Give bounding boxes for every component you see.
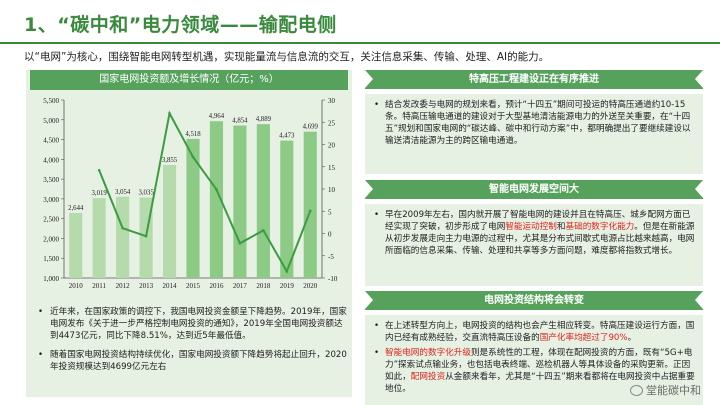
section-heading-uhv: 特高压工程建设正在有序推进 <box>365 70 703 89</box>
y-left-tick-label: 4,500 <box>43 137 59 145</box>
x-tick-label: 2011 <box>92 282 106 290</box>
growth-rate-line <box>98 110 312 274</box>
chart-notes: 近年来，在国家政策的调控下，我国电网投资金额呈下降趋势。2019年，国家电网发布… <box>36 306 348 379</box>
chart-bar <box>116 196 130 278</box>
y-left-tick-label: 5,000 <box>43 117 59 125</box>
y-left-tick-label: 2,000 <box>43 235 59 243</box>
growth-rate-point <box>238 241 242 245</box>
note-item: 随着国家电网投资结构持续优化，国家电网投资额下降趋势将起止回升，2020年投资规… <box>36 349 348 373</box>
y-right-tick-label: 10 <box>328 186 336 194</box>
text-run: 早在2009年左右，国内就开展了智能电网的建设并且在特高压、城乡配网方面已经实现… <box>385 210 691 233</box>
y-left-tick-label: 1,000 <box>43 275 59 283</box>
bar-data-label: 4,473 <box>279 133 295 140</box>
growth-rate-point <box>168 112 171 115</box>
bar-data-label: 4,964 <box>209 113 225 120</box>
chart-bar <box>162 165 177 278</box>
intro-text: 以“电网”为核心，围绕智能电网转型机遇，实现能量流与信息流的交互，关注信息采集、… <box>24 51 550 63</box>
x-tick-label: 2012 <box>116 282 130 290</box>
bar-data-label: 4,699 <box>303 124 319 131</box>
highlight-text: 智能电网的数字化升级 <box>385 348 471 359</box>
watermark-text: 堂能碳中和 <box>646 384 701 397</box>
watermark: 堂能碳中和 <box>630 382 701 398</box>
y-left-tick-label: 5,500 <box>43 97 59 105</box>
chart-bar <box>92 198 106 278</box>
section-body-smart-grid: 早在2009年左右，国内就开展了智能电网的建设并且在特高压、城乡配网方面已经实现… <box>365 204 703 286</box>
x-tick-label: 2019 <box>280 282 295 290</box>
text-run: 。 <box>627 333 637 344</box>
bar-data-label: 3,035 <box>138 190 154 197</box>
y-left-tick-label: 2,500 <box>43 216 59 224</box>
chart-bar <box>280 140 294 278</box>
section-body-uhv: 结合发改委与电网的规划来看，预计“十四五”期间可投运的特高压通道约10-15条。… <box>365 94 703 174</box>
investment-chart: 1,000 1,500 2,000 2,500 3,000 3,500 4,000 4,500… <box>43 97 338 290</box>
bar-data-label: 2,644 <box>68 205 84 212</box>
x-tick-label: 2013 <box>139 282 154 290</box>
growth-rate-point <box>285 270 289 273</box>
growth-rate-point <box>97 169 101 172</box>
x-tick-label: 2010 <box>69 282 84 290</box>
bar-data-label: 3,855 <box>162 157 178 164</box>
text-run: 和 <box>556 222 566 233</box>
chart-bar <box>209 121 224 278</box>
y-right-tick-label: 0 <box>328 231 332 239</box>
y-right-tick-label: 30 <box>328 97 336 105</box>
section-paragraph: 结合发改委与电网的规划来看，预计“十四五”期间可投运的特高压通道约10-15条。… <box>373 99 695 147</box>
growth-rate-point <box>144 234 148 238</box>
section-paragraph: 早在2009年左右，国内就开展了智能电网的建设并且在特高压、城乡配网方面已经实现… <box>373 209 695 257</box>
y-right-tick-label: -5 <box>328 253 334 261</box>
note-item: 近年来，在国家政策的调控下，我国电网投资金额呈下降趋势。2019年，国家电网发布… <box>36 306 348 343</box>
bar-data-label: 4,889 <box>256 116 272 123</box>
highlight-text: 智能运动控制 <box>505 222 557 233</box>
highlight-text: 基础的数字化能力 <box>565 222 635 233</box>
growth-rate-point <box>262 229 265 232</box>
chart-bar <box>303 131 317 278</box>
chart-title: 国家电网投资额及增长情况（亿元；%） <box>30 70 348 90</box>
highlight-text: 配网投资 <box>410 372 446 383</box>
chart-panel: 国家电网投资额及增长情况（亿元；%） 1,000 1,500 2,000 2,500 3… <box>26 70 352 397</box>
growth-rate-point <box>191 155 195 159</box>
y-right-tick-label: 15 <box>328 164 336 172</box>
bar-data-label: 3,054 <box>115 189 131 196</box>
text-run: 在上述转型方向上，电网投资的结构也会产生相应转变。特高压建设运行方面，国内已经有… <box>385 321 695 344</box>
highlight-text: 国产化率均超过了90% <box>539 333 628 344</box>
chart-bar <box>256 124 270 278</box>
y-left-tick-label: 1,500 <box>43 255 59 263</box>
section-heading-investment-structure: 电网投资结构将会转变 <box>365 291 703 310</box>
wechat-icon <box>630 385 643 396</box>
page-title: 1、“碳中和”电力领域——输配电侧 <box>24 14 337 36</box>
x-tick-label: 2020 <box>303 282 318 290</box>
growth-rate-point <box>215 188 218 191</box>
section-paragraph: 智能电网的数字化升级则是系统性的工程，体现在配网投资的方面，既有“5G+电力”探… <box>373 347 695 395</box>
x-tick-label: 2016 <box>209 282 224 290</box>
y-left-tick-label: 3,000 <box>43 196 59 204</box>
chart-bar <box>69 212 83 278</box>
y-left-tick-label: 3,500 <box>43 176 59 184</box>
x-tick-label: 2018 <box>256 282 271 290</box>
x-tick-label: 2015 <box>186 282 201 290</box>
chart-bar <box>233 125 247 278</box>
chart-bar <box>186 138 200 278</box>
text-run: 。但是在新能源从初步发展走向主力电源的过程中，尤其是分布式间歇式电源占比越来越高… <box>385 222 695 257</box>
y-left-tick-label: 4,000 <box>43 156 59 164</box>
bar-data-label: 4,854 <box>232 118 248 125</box>
section-heading-smart-grid: 智能电网发展空间大 <box>365 180 703 199</box>
x-tick-label: 2014 <box>163 282 178 290</box>
bar-data-label: 3,019 <box>92 190 108 197</box>
text-run: 则是系统性的工程，体现在配网投资的方面，既有“5G+电力”探索试点输业务，也包括… <box>385 348 693 383</box>
y-right-tick-label: 5 <box>328 208 332 216</box>
y-right-tick-label: -10 <box>328 275 338 283</box>
section-paragraph: 在上述转型方向上，电网投资的结构也会产生相应转变。特高压建设运行方面，国内已经有… <box>373 320 695 344</box>
section-body-investment-structure: 在上述转型方向上，电网投资的结构也会产生相应转变。特高压建设运行方面，国内已经有… <box>365 315 703 405</box>
growth-rate-point <box>308 209 312 213</box>
y-right-tick-label: 25 <box>328 119 336 127</box>
y-right-tick-label: 20 <box>328 142 336 150</box>
title-divider <box>0 42 720 44</box>
bar-data-label: 4,518 <box>185 131 201 138</box>
text-run: 从金额来看年，尤其是“十四五”期来看都将在电网投资中占据重要地位。 <box>385 372 695 395</box>
growth-rate-point <box>121 226 124 230</box>
x-tick-label: 2017 <box>233 282 248 290</box>
